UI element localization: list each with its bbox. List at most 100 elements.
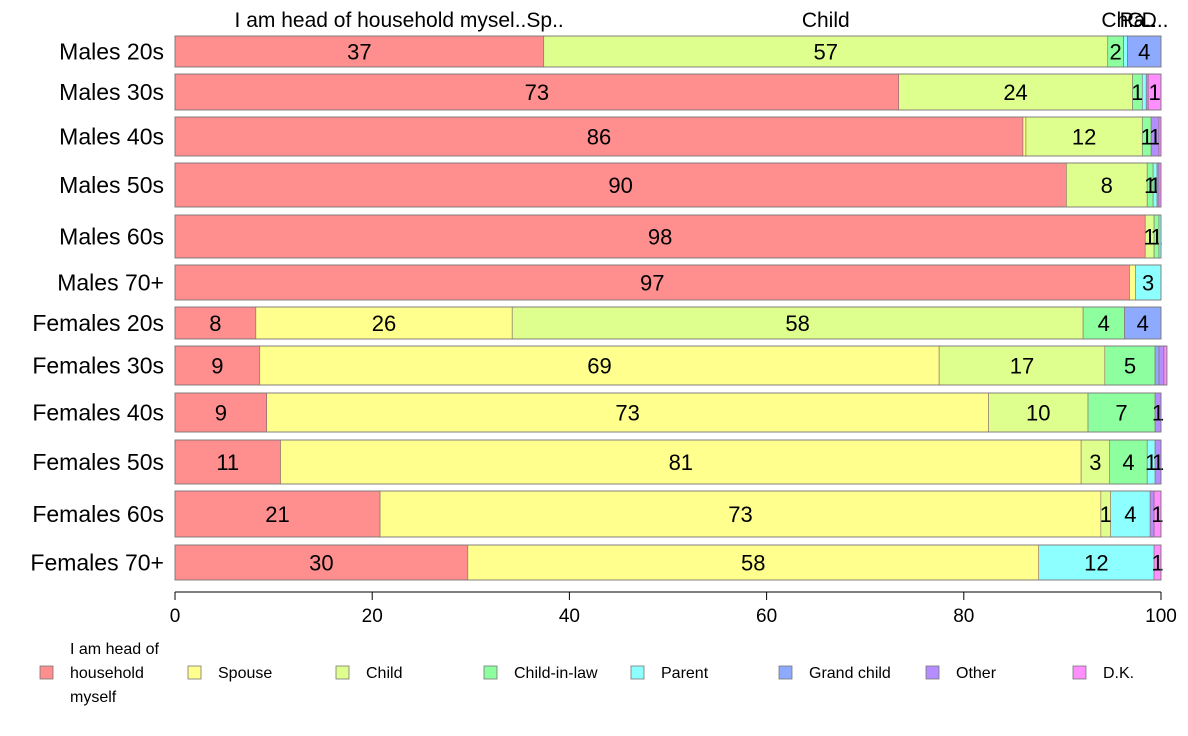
legend-label: Child-in-law	[514, 665, 598, 682]
x-tick-label: 40	[559, 606, 580, 627]
bar-segment	[1158, 345, 1165, 386]
data-label: 3	[1089, 450, 1101, 475]
data-label: 1	[1100, 502, 1112, 527]
legend-item: Spouse	[187, 665, 272, 682]
bar-segment	[266, 392, 989, 433]
bar-segment	[1129, 264, 1136, 301]
data-label: 8	[209, 311, 221, 336]
bar-segment	[1066, 162, 1148, 208]
bar-outline	[174, 264, 1162, 301]
data-label: 98	[648, 225, 672, 250]
data-label: 5	[1124, 354, 1136, 379]
data-label: 1	[1145, 450, 1157, 475]
legend-swatch	[39, 665, 54, 680]
bar-segment	[379, 490, 1102, 538]
data-label: 57	[814, 40, 838, 65]
legend-swatch	[187, 665, 202, 680]
legend-swatch	[335, 665, 350, 680]
bar-row: 11 81 3 4 11	[174, 439, 1164, 485]
data-label: 1	[1151, 551, 1163, 576]
data-label: 73	[728, 502, 752, 527]
bar-segment	[174, 35, 545, 68]
bar-segment	[1022, 116, 1027, 157]
top-category-label: Ch..	[1101, 9, 1140, 32]
data-label: 7	[1115, 401, 1127, 426]
bar-segment	[1163, 345, 1168, 386]
category-label: Females 60s	[32, 501, 164, 527]
data-label: 4	[1137, 311, 1149, 336]
bar-row: 90 8 11	[174, 162, 1162, 208]
legend-item: Other	[925, 665, 997, 682]
data-label: 1	[1148, 80, 1160, 105]
data-label: 1	[1131, 80, 1143, 105]
data-label: 21	[265, 502, 289, 527]
data-label: 1	[1141, 125, 1153, 150]
bar-row: 8 26 58 4 4	[174, 306, 1162, 340]
data-label: 90	[608, 173, 632, 198]
data-label: 12	[1072, 125, 1096, 150]
legend-item: Child-in-law	[483, 665, 598, 682]
data-label: 9	[215, 401, 227, 426]
category-label: Males 40s	[59, 124, 164, 150]
bar-outline	[174, 162, 1162, 208]
data-label: 8	[1101, 173, 1113, 198]
legend-label: D.K.	[1103, 665, 1134, 682]
legend-swatch	[925, 665, 940, 680]
legend-label: Child	[366, 665, 402, 682]
bar-row: 9 73 10 7 1	[174, 392, 1164, 433]
data-label: 1	[1151, 502, 1163, 527]
bar-segment	[174, 116, 1024, 157]
data-label: 4	[1138, 40, 1150, 65]
data-label: 69	[587, 354, 611, 379]
bar-outline	[174, 73, 1162, 111]
data-label: 10	[1026, 401, 1050, 426]
data-label: 1	[1152, 450, 1164, 475]
data-label: 58	[741, 551, 765, 576]
bar-segment	[1135, 264, 1162, 301]
legend-item: Child	[335, 665, 402, 682]
category-label: Females 30s	[32, 353, 164, 379]
bar-segment	[174, 214, 1146, 259]
data-label: 4	[1098, 311, 1110, 336]
bar-segment	[511, 306, 1084, 340]
category-label: Females 20s	[32, 310, 164, 336]
bar-segment	[174, 439, 281, 485]
bar-segment	[1038, 544, 1155, 581]
data-label: 1	[1144, 225, 1156, 250]
x-axis: 0 20 40 60 80 100	[170, 591, 1177, 627]
legend-label: Parent	[661, 665, 709, 682]
data-label: 4	[1124, 502, 1136, 527]
category-label: Males 30s	[59, 79, 164, 105]
legend: I am head of household myself Spouse Child Ch…	[39, 641, 1134, 706]
bar-row: 30 58 12 1	[174, 544, 1164, 581]
legend-item: Grand child	[778, 665, 891, 682]
bar-outline	[174, 345, 1168, 386]
bar-row: 73 24 1 1	[174, 73, 1162, 111]
data-label: 97	[640, 271, 664, 296]
category-label: Males 50s	[59, 172, 164, 198]
bar-segment	[1110, 490, 1151, 538]
bar-segment	[174, 345, 261, 386]
data-label: 17	[1010, 354, 1034, 379]
x-tick-label: 60	[756, 606, 777, 627]
data-label: 73	[615, 401, 639, 426]
top-category-label: I am head of household mysel..Sp..	[235, 9, 564, 32]
legend-label: household	[70, 665, 144, 682]
top-category-label: Child	[802, 9, 850, 32]
legend-label: Other	[956, 665, 997, 682]
bar-segment	[1154, 345, 1160, 386]
data-label: 2	[1110, 40, 1122, 65]
top-category-label: D..	[1142, 9, 1169, 32]
category-labels: Males 20s Males 30s Males 40s Males 50s Male…	[30, 39, 164, 576]
top-category-label: Pa..	[1120, 9, 1157, 32]
top-category-labels: I am head of household mysel..Sp.. Child C…	[235, 9, 1169, 32]
category-label: Males 70+	[57, 270, 164, 296]
legend-label: I am head of	[70, 641, 160, 658]
bar-outline	[174, 35, 1162, 68]
data-label: 1	[1149, 125, 1161, 150]
x-tick-label: 0	[170, 606, 181, 627]
bar-segment	[1141, 73, 1147, 111]
data-label: 1	[1152, 401, 1164, 426]
